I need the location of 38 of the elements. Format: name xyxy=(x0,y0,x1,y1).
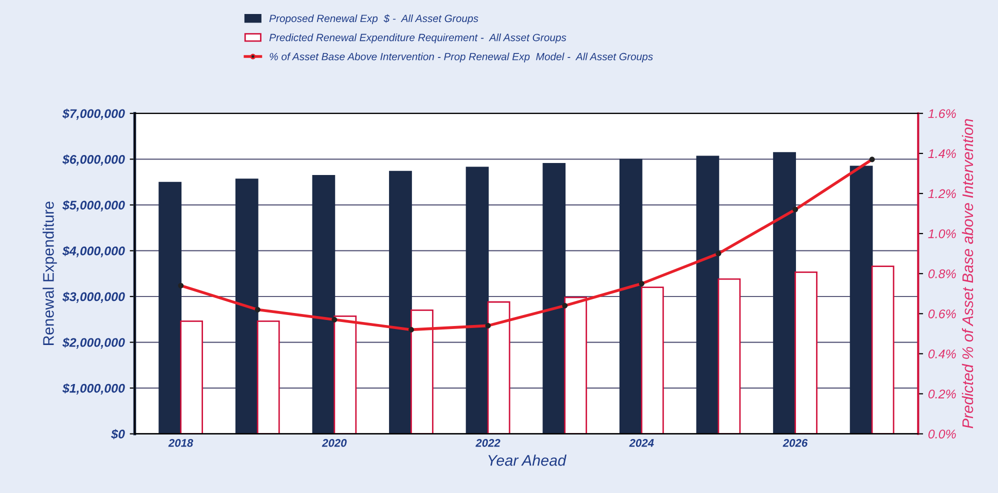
y2-axis-title: Predicted % of Asset Base above Intervention xyxy=(962,119,974,428)
x-tick-label: 2018 xyxy=(168,438,194,447)
bar xyxy=(696,156,720,434)
y2-tick-label: 0.6% xyxy=(928,309,956,318)
y-tick-label: $6,000,000 xyxy=(62,154,125,166)
bar xyxy=(773,152,796,434)
x-tick-label: 2024 xyxy=(629,438,654,447)
y-tick-label: $0 xyxy=(111,429,125,440)
y-tick-label: $7,000,000 xyxy=(62,108,125,120)
bar xyxy=(619,158,642,434)
y-tick-label: $5,000,000 xyxy=(62,200,125,212)
x-axis-title: Year Ahead xyxy=(488,454,566,466)
bar xyxy=(235,178,258,434)
y2-tick-label: 0.8% xyxy=(928,269,956,278)
legend-label: Proposed Renewal Exp $ - All Asset Groups xyxy=(269,14,478,24)
bar xyxy=(850,166,873,434)
legend-label: Predicted Renewal Expenditure Requirement - All Asset Groups xyxy=(269,34,566,44)
y-tick-label: $1,000,000 xyxy=(62,383,125,395)
y-tick-label: $2,000,000 xyxy=(62,338,125,349)
y-tick-label: $4,000,000 xyxy=(62,246,125,258)
bar xyxy=(158,182,182,434)
y2-tick-label: 0.0% xyxy=(928,430,956,438)
y-tick-label: $3,000,000 xyxy=(62,292,125,303)
y2-tick-label: 1.2% xyxy=(928,189,956,198)
x-tick-label: 2020 xyxy=(322,438,347,447)
bar xyxy=(389,170,412,434)
y-axis-title: Renewal Expenditure xyxy=(42,202,57,345)
bar xyxy=(312,174,336,434)
legend-label: % of Asset Base Above Intervention - Prop Renewal Exp Model - All Asset Groups xyxy=(270,52,653,62)
x-tick-label: 2022 xyxy=(476,438,500,447)
y2-tick-label: 1.4% xyxy=(928,149,956,158)
y2-tick-label: 0.2% xyxy=(928,390,956,398)
bar xyxy=(542,163,566,434)
y2-tick-label: 0.4% xyxy=(928,350,956,358)
x-tick-label: 2026 xyxy=(782,438,808,447)
bar xyxy=(466,166,489,434)
y2-tick-label: 1.6% xyxy=(928,109,956,118)
y2-tick-label: 1.0% xyxy=(928,229,956,238)
